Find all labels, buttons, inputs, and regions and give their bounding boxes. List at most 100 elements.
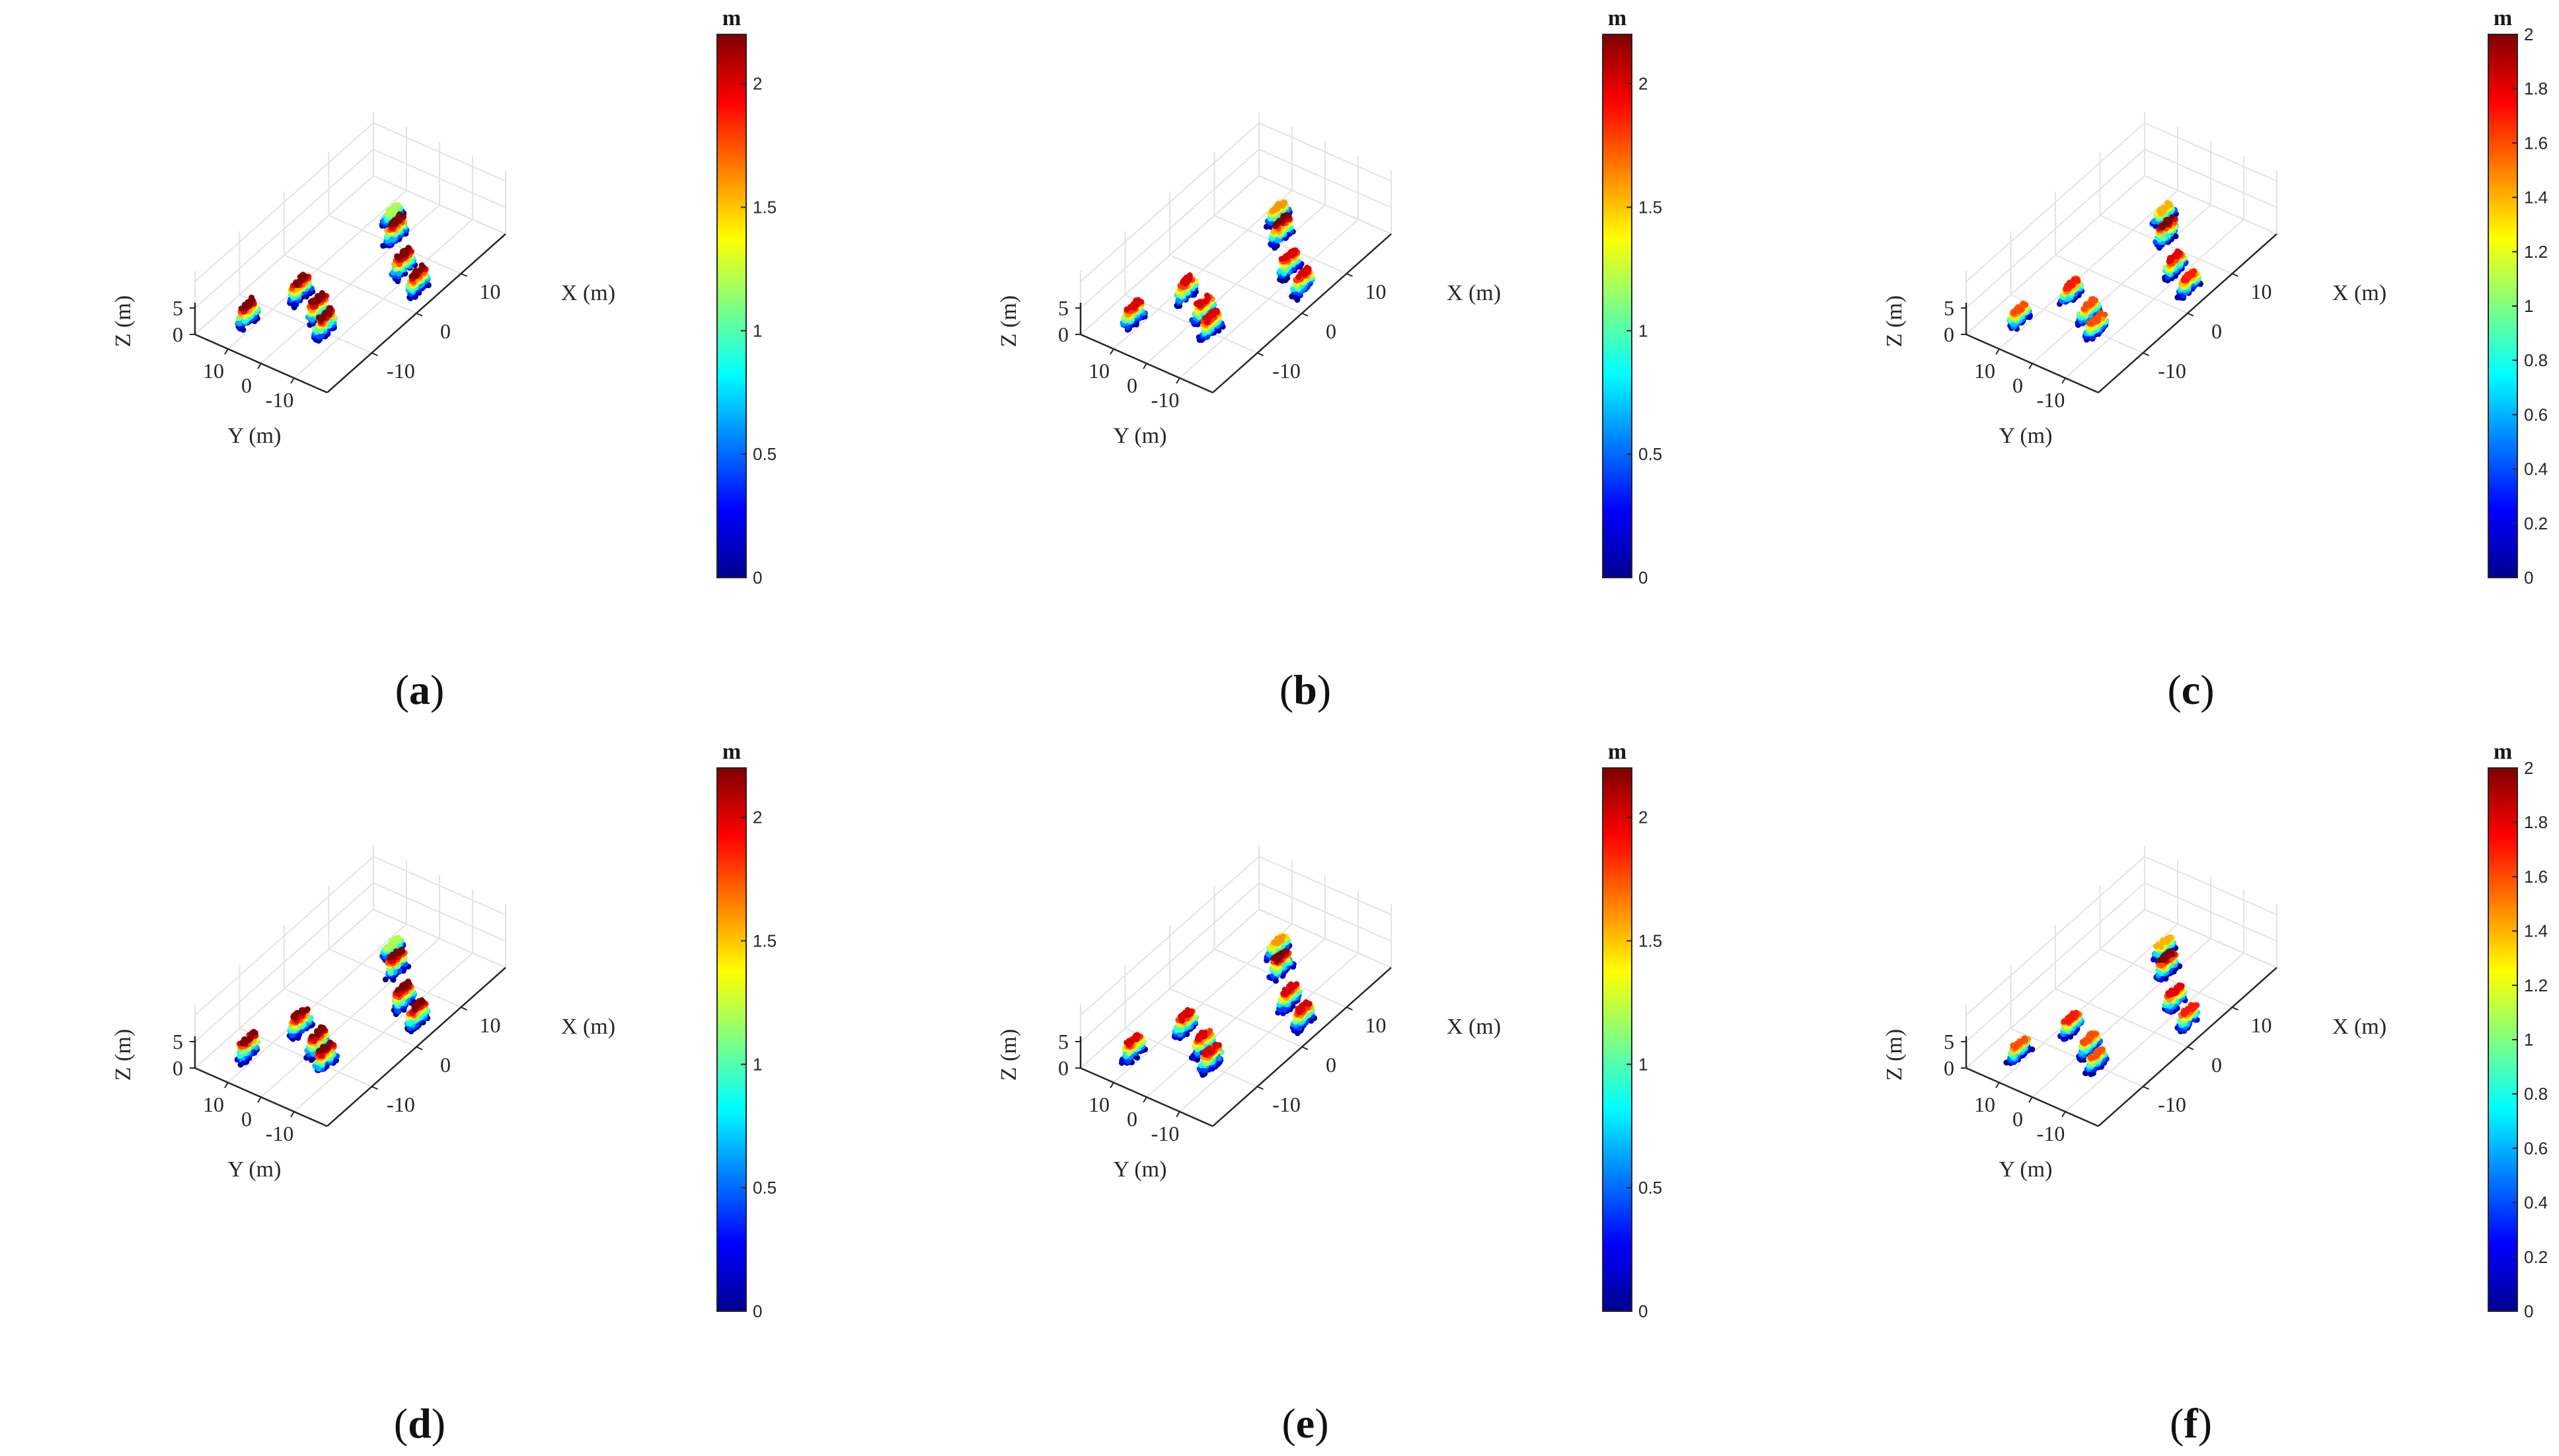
- y-tick-label: 0: [1127, 373, 1137, 397]
- panel-caption: (b): [1280, 666, 1331, 713]
- lidar-point: [1280, 213, 1287, 219]
- y-tick-label: -10: [266, 388, 294, 412]
- lidar-point: [316, 1028, 323, 1034]
- vehicle-points: [287, 272, 316, 311]
- lidar-point: [1203, 298, 1209, 305]
- x-tick-label: -10: [387, 359, 415, 383]
- y-tick-label: -10: [2037, 388, 2065, 412]
- caption-close: ): [1317, 666, 1331, 713]
- side-wall-grid-line: [1080, 175, 1260, 335]
- floor-grid-line: [1113, 190, 1293, 350]
- lidar-point: [250, 297, 256, 304]
- lidar-point: [393, 219, 400, 226]
- colorbar: m00.511.52: [716, 6, 777, 588]
- lidar-point: [297, 274, 303, 280]
- y-tick-mark: [1110, 348, 1114, 355]
- x-tick-label: 10: [2251, 280, 2272, 303]
- side-wall-grid-line: [194, 856, 374, 1016]
- lidar-point: [2088, 318, 2094, 325]
- z-tick-label: 5: [172, 296, 183, 320]
- lidar-point: [2166, 254, 2173, 261]
- back-wall-grid-line: [1258, 149, 1392, 208]
- side-wall-grid-line: [194, 122, 374, 282]
- colorbar-unit-label: m: [1608, 6, 1626, 30]
- lidar-point: [315, 293, 321, 299]
- caption-open: (: [1280, 666, 1293, 713]
- lidar-point: [385, 945, 392, 952]
- x-tick-mark: [2232, 273, 2238, 277]
- x-tick-label: -10: [387, 1092, 415, 1116]
- lidar-point: [385, 207, 392, 213]
- y-tick-mark: [224, 348, 229, 355]
- side-wall-grid-line: [194, 882, 374, 1042]
- lidar-point: [385, 211, 391, 218]
- lidar-point: [391, 236, 397, 243]
- lidar-point: [401, 247, 408, 254]
- x-tick-mark: [416, 313, 423, 317]
- colorbar-tick-label: 0.2: [2524, 514, 2548, 533]
- lidar-point: [397, 253, 403, 260]
- lidar-point: [313, 299, 319, 305]
- caption-open: (: [2167, 666, 2181, 713]
- y-axis-label: Y (m): [228, 1157, 282, 1182]
- z-tick-label: 0: [1944, 323, 1954, 346]
- x-tick-mark: [416, 1046, 423, 1050]
- point-cloud: [2006, 200, 2203, 343]
- y-axis-label: Y (m): [1114, 424, 1167, 448]
- side-wall-grid-line: [194, 175, 374, 335]
- colorbar: m00.20.40.60.811.21.41.61.82: [2488, 6, 2548, 588]
- y-tick-label: 10: [203, 359, 224, 383]
- lidar-point: [1281, 200, 1288, 206]
- lidar-point: [319, 289, 325, 296]
- colorbar-gradient: [1602, 34, 1632, 578]
- x-tick-label: -10: [2158, 359, 2186, 383]
- y-tick-label: 0: [241, 373, 252, 397]
- caption-letter: c: [2182, 666, 2200, 713]
- lidar-point: [397, 213, 402, 219]
- colorbar-tick-label: 0.8: [2524, 350, 2548, 370]
- vehicle-points: [380, 211, 410, 249]
- x-tick-label: 0: [1326, 319, 1336, 343]
- point-cloud: [235, 202, 432, 344]
- caption-open: (: [395, 666, 409, 713]
- panel-caption: (c): [2167, 666, 2214, 713]
- caption-letter: b: [1293, 666, 1317, 713]
- x-tick-label: 0: [440, 1053, 451, 1077]
- colorbar-tick-label: 2: [2524, 24, 2533, 44]
- x-tick-label: -10: [1272, 359, 1301, 383]
- lidar-point: [291, 1012, 297, 1018]
- z-tick-label: 5: [1944, 296, 1954, 320]
- y-tick-mark: [224, 1082, 229, 1089]
- x-tick-mark: [1346, 273, 1353, 277]
- caption-close: ): [430, 666, 444, 713]
- back-wall-grid-line: [373, 175, 506, 235]
- y-tick-label: 10: [1089, 359, 1110, 383]
- colorbar-unit-label: m: [722, 6, 741, 30]
- side-wall-grid-line: [1080, 122, 1260, 282]
- floor-grid-line: [260, 204, 440, 364]
- lidar-point: [2167, 202, 2173, 208]
- floor-grid-line: [1214, 215, 1347, 274]
- y-tick-label: 10: [203, 1092, 224, 1116]
- lidar-point: [326, 306, 333, 313]
- vehicle-points: [235, 294, 261, 333]
- lidar-point: [406, 981, 412, 987]
- colorbar-tick-label: 2: [1638, 74, 1648, 94]
- lidar-point: [2160, 206, 2167, 212]
- colorbar-tick-label: 0.5: [1638, 444, 1662, 464]
- lidar-point: [2075, 278, 2081, 284]
- y-tick-mark: [2028, 363, 2033, 369]
- side-wall-grid-line: [1966, 122, 2145, 282]
- lidar-point: [418, 262, 425, 268]
- lidar-point: [309, 1033, 315, 1040]
- y-tick-mark: [1143, 363, 1147, 369]
- lidar-point: [412, 1003, 418, 1010]
- x-tick-mark: [2187, 313, 2194, 317]
- z-axis-label: Z (m): [1882, 295, 1907, 347]
- side-wall-grid-line: [1966, 149, 2145, 309]
- lidar-point: [293, 301, 299, 307]
- colorbar-gradient: [716, 34, 747, 578]
- back-wall-grid-line: [373, 122, 506, 182]
